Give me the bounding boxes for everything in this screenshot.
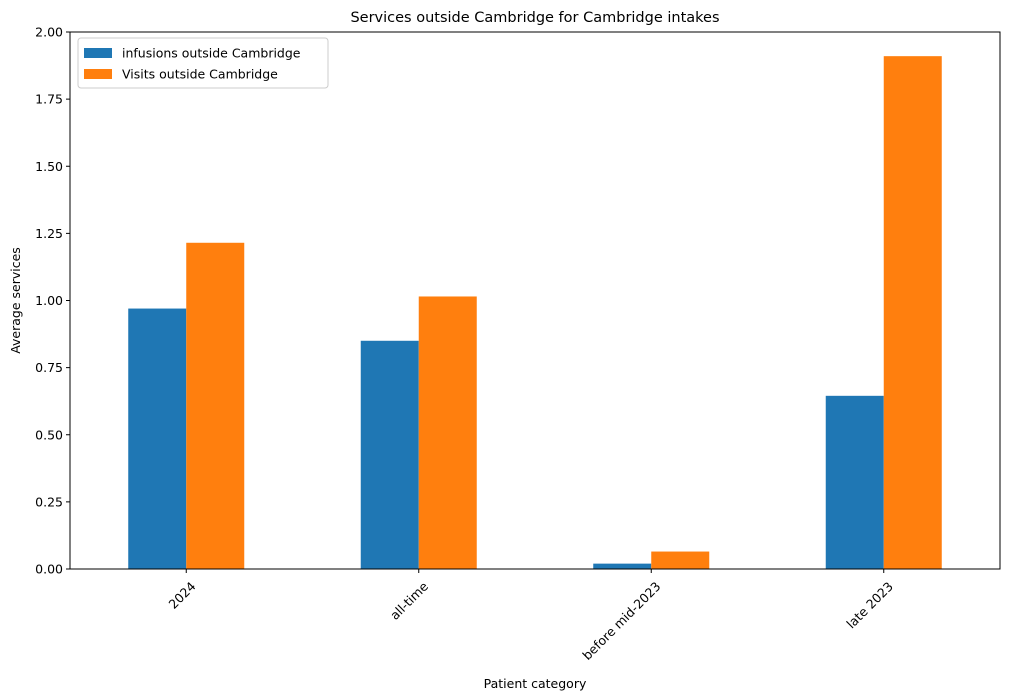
legend-swatch	[84, 69, 112, 79]
plot-frame	[69, 31, 1001, 570]
bar-visits-outside-cambridge-before-mid-2023	[651, 551, 710, 569]
y-tick-label: 1.50	[35, 159, 63, 174]
bar-infusions-outside-cambridge-before-mid-2023	[593, 563, 652, 569]
bar-infusions-outside-cambridge-all-time	[360, 340, 419, 569]
y-tick-label: 0.50	[35, 427, 63, 442]
x-axis: 2024 all-time before mid-2023 late 2023	[165, 569, 896, 663]
bar-visits-outside-cambridge-2024	[186, 242, 245, 569]
x-tick-label: 2024	[165, 579, 198, 612]
y-tick-label: 0.00	[35, 562, 63, 577]
bar-infusions-outside-cambridge-2024	[128, 308, 187, 569]
bars-group	[128, 56, 942, 570]
legend-label: infusions outside Cambridge	[122, 46, 301, 61]
y-tick-label: 1.00	[35, 293, 63, 308]
y-axis: 0.00 0.25 0.50 0.75 1.00 1.25 1.50 1.75 2.00	[35, 25, 70, 577]
y-tick-label: 2.00	[35, 25, 63, 40]
x-axis-label: Patient category	[484, 676, 587, 691]
legend-swatch	[84, 48, 112, 58]
x-tick-label: before mid-2023	[579, 579, 663, 663]
y-tick-label: 0.25	[35, 494, 63, 509]
y-tick-label: 0.75	[35, 360, 63, 375]
y-tick-label: 1.25	[35, 226, 63, 241]
y-tick-label: 1.75	[35, 92, 63, 107]
x-tick-label: late 2023	[843, 579, 896, 632]
bar-visits-outside-cambridge-late-2023	[883, 56, 942, 570]
x-tick-label: all-time	[387, 578, 431, 622]
y-axis-label: Average services	[8, 247, 23, 354]
bar-visits-outside-cambridge-all-time	[418, 296, 477, 569]
bar-infusions-outside-cambridge-late-2023	[825, 395, 884, 569]
legend-box	[77, 37, 329, 89]
legend-label: Visits outside Cambridge	[122, 67, 278, 82]
legend: infusions outside Cambridge Visits outsid…	[77, 37, 329, 89]
chart-title: Services outside Cambridge for Cambridge…	[350, 10, 719, 26]
